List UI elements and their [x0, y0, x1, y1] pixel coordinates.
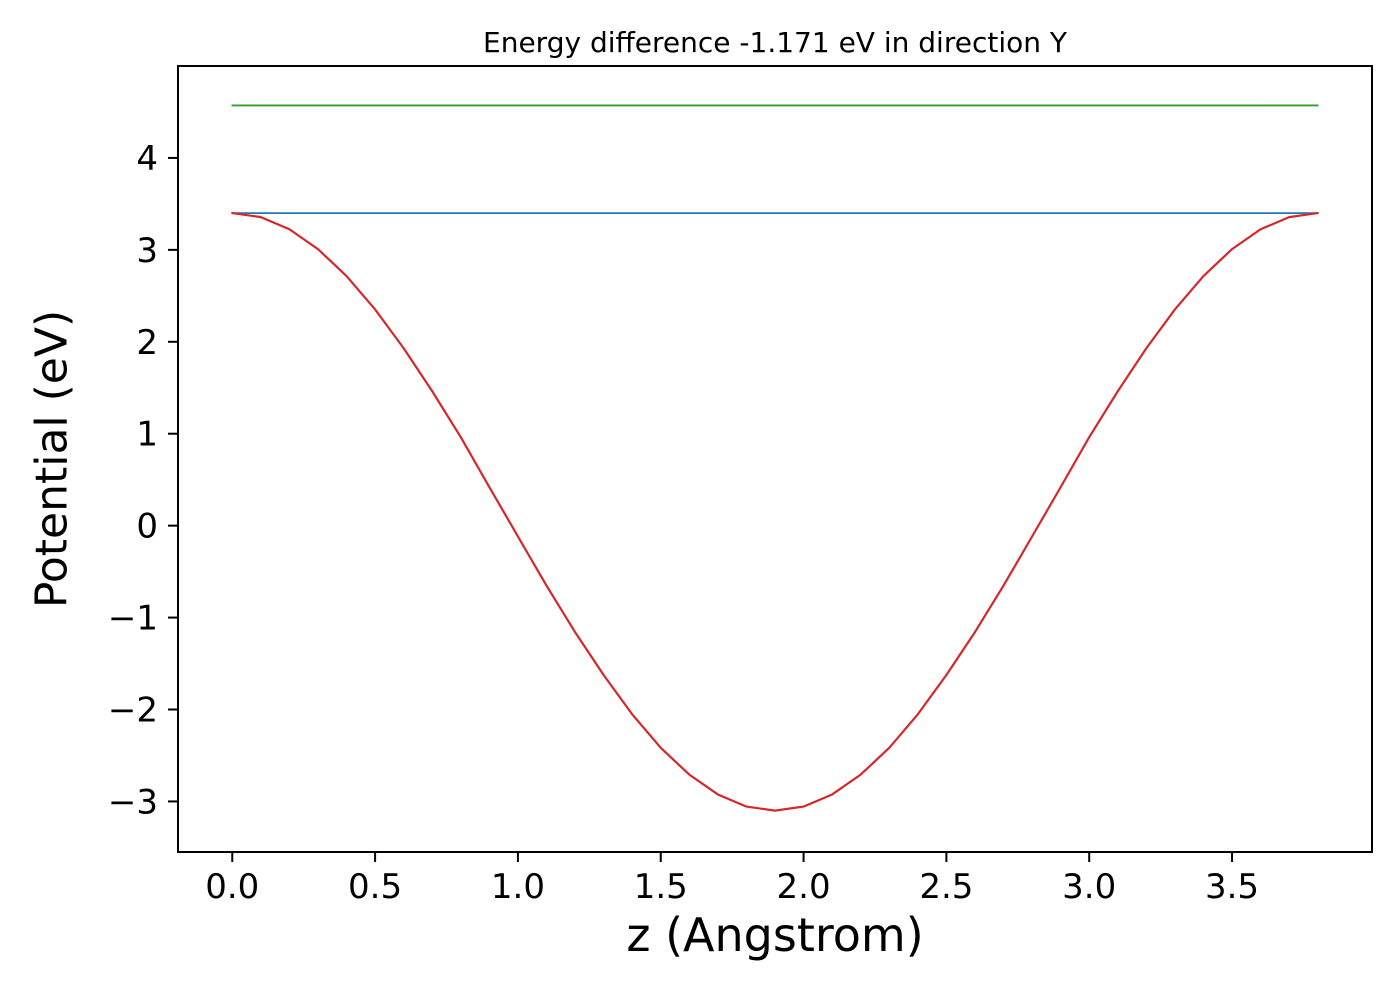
x-tick-label: 0.5 [348, 867, 402, 907]
x-tick-label: 3.0 [1062, 867, 1116, 907]
y-tick-label: 3 [136, 231, 158, 271]
x-tick-label: 2.0 [777, 867, 831, 907]
series-potential-curve [231, 211, 1319, 812]
y-tick-label: −2 [108, 691, 158, 731]
y-tick-label: −1 [108, 599, 158, 639]
x-tick-label: 0.0 [205, 867, 259, 907]
y-tick-label: 4 [136, 139, 158, 179]
chart-title: Energy difference -1.171 eV in direction… [483, 26, 1067, 59]
y-tick-label: −3 [108, 782, 158, 822]
y-tick-label: 1 [136, 415, 158, 455]
x-axis-label: z (Angstrom) [626, 908, 924, 962]
y-tick-label: 2 [136, 323, 158, 363]
x-tick-label: 1.5 [634, 867, 688, 907]
x-tick-label: 1.0 [491, 867, 545, 907]
x-tick-label: 2.5 [919, 867, 973, 907]
plot-border [177, 65, 1373, 853]
y-axis-label: Potential (eV) [26, 309, 78, 609]
y-tick-label: 0 [136, 507, 158, 547]
x-tick-label: 3.5 [1205, 867, 1259, 907]
